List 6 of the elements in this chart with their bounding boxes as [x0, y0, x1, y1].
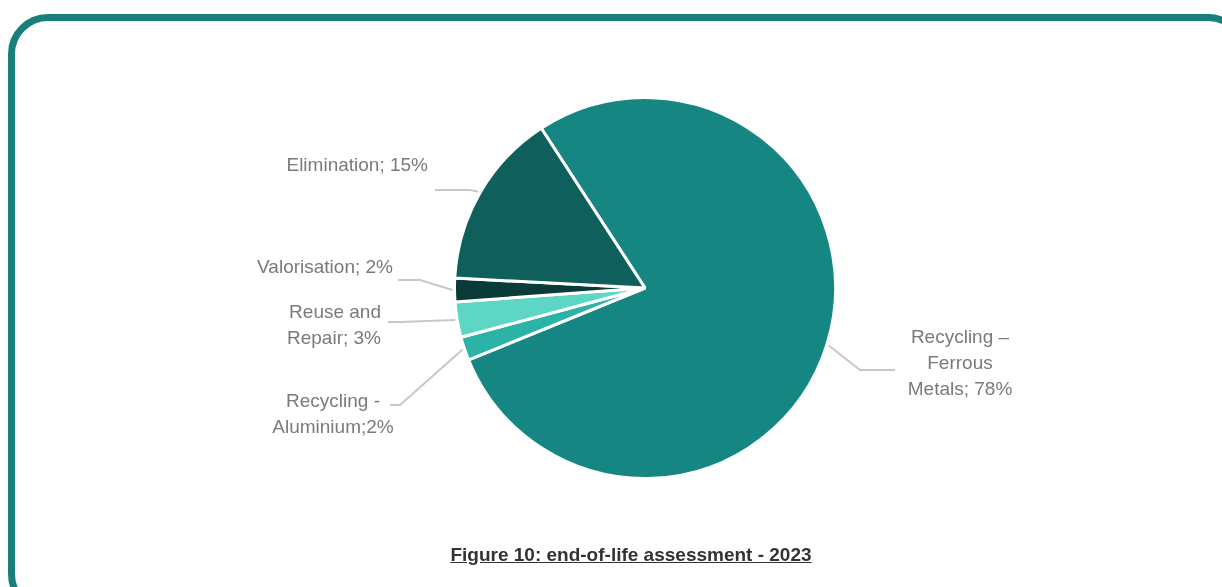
slice-label: Recycling - Aluminium;2%: [272, 390, 394, 438]
slice-label: Reuse and Repair; 3%: [287, 301, 382, 349]
slice-label: Recycling – Ferrous Metals; 78%: [907, 326, 1013, 400]
slice-label: Valorisation; 2%: [257, 256, 394, 278]
slice-label: Elimination; 15%: [286, 154, 429, 176]
text: Figure 10: end-of-life assessment - 2023: [449, 544, 813, 566]
